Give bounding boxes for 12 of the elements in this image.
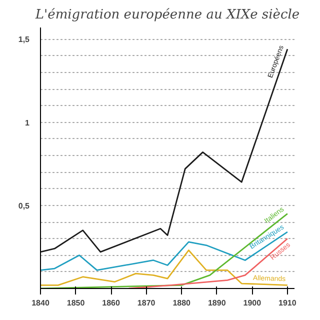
x-tick-label: 1900 xyxy=(243,298,262,308)
x-tick-label: 1880 xyxy=(172,298,192,308)
y-tick-label: 1 xyxy=(25,118,30,128)
x-tick-label: 1890 xyxy=(208,298,226,308)
x-tick-label: 1860 xyxy=(102,298,121,308)
x-tick-label: 1840 xyxy=(32,298,50,308)
x-tick-label: 1910 xyxy=(278,298,297,308)
x-tick-label: 1850 xyxy=(66,298,86,308)
chart-title: L'émigration européenne au XIXe siècle xyxy=(34,8,300,22)
y-tick-label: 1,5 xyxy=(18,35,30,44)
y-tick-label: 0,5 xyxy=(18,201,30,210)
x-tick-label: 1870 xyxy=(137,298,156,308)
